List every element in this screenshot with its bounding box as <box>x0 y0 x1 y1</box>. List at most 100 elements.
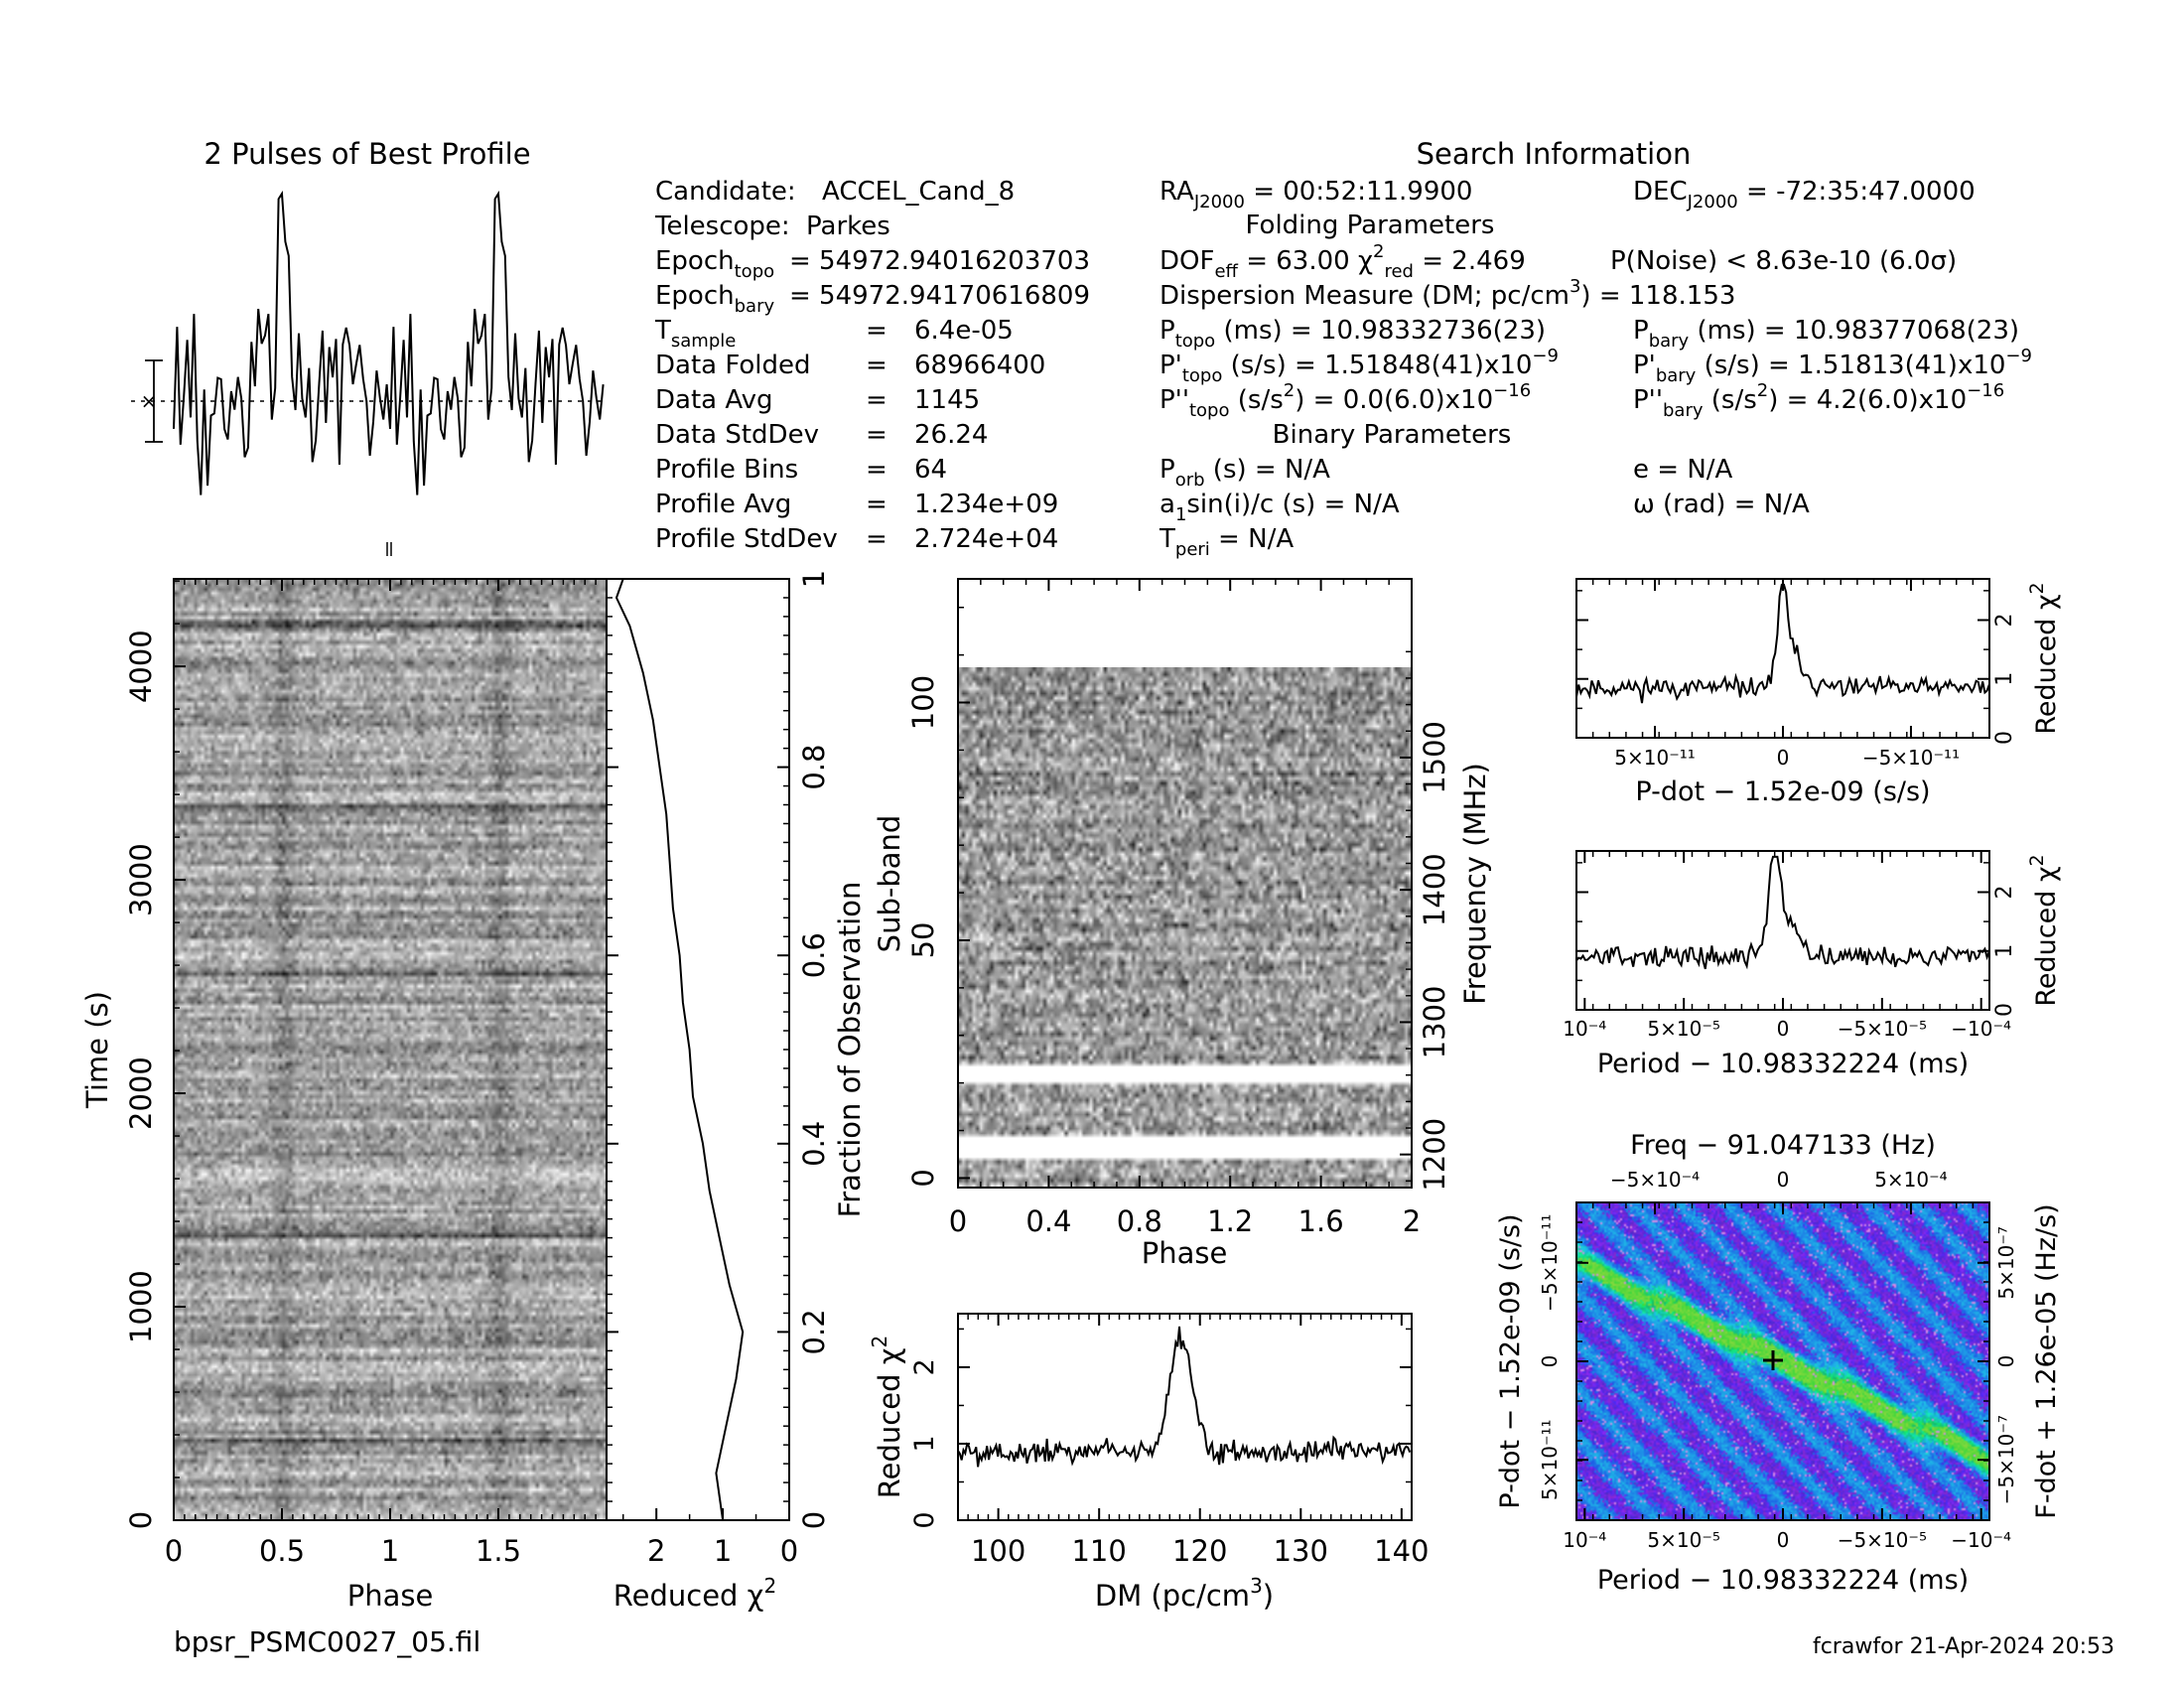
side-xtick: −10⁻⁴ <box>1951 1017 2011 1041</box>
p-pdot-plane-plot <box>1575 1201 1990 1521</box>
candidate-field-label: Profile Avg <box>655 490 791 519</box>
chi2-fraction-xlabel: Reduced χ2 <box>614 1574 776 1613</box>
timephase-xtick: 0.5 <box>259 1534 305 1568</box>
ppdot-top-label: Freq − 91.047133 (Hz) <box>1630 1130 1936 1161</box>
timephase-ytick: 0 <box>124 1511 158 1529</box>
candidate-field-value: 26.24 <box>914 420 988 450</box>
frequency-ytick: 1500 <box>1418 721 1451 794</box>
candidate-field-label: Epochtopo <box>655 246 774 282</box>
candidate-field-eq: = <box>866 455 887 485</box>
p-topo-line: Ptopo (ms) = 10.98332736(23) <box>1160 316 1546 352</box>
ppdot-y2tick: 5×10⁻⁷ <box>1994 1226 2018 1300</box>
chi2-fraction-ytick: 0.2 <box>797 1309 831 1354</box>
candidate-field-label: Profile Bins <box>655 455 798 485</box>
dm-chi2-trace <box>957 1326 1412 1468</box>
candidate-field-label: Data StdDev <box>655 420 819 450</box>
candidate-field-value: = 54972.94016203703 <box>789 246 1090 276</box>
ppdot-x2tick: −5×10⁻⁴ <box>1610 1168 1700 1192</box>
folding-params-title: Folding Parameters <box>1246 211 1495 240</box>
side-xtick: 5×10⁻¹¹ <box>1614 746 1696 770</box>
candidate-field-eq: = <box>866 385 887 415</box>
timephase-ytick: 3000 <box>124 843 158 916</box>
side-xtick: −5×10⁻⁵ <box>1838 1017 1927 1041</box>
pdot-chi2-plot <box>1575 578 1990 739</box>
profile-title: 2 Pulses of Best Profile <box>204 137 530 171</box>
ra-value: 00:52:11.9900 <box>1283 177 1472 207</box>
time-phase-image <box>174 579 607 1520</box>
candidate-field-eq: = <box>866 524 887 554</box>
candidate-field-value: 1145 <box>914 385 980 415</box>
tperi-line: Tperi = N/A <box>1159 524 1294 560</box>
chi2-fraction-xtick: 0 <box>780 1534 798 1568</box>
dm-chi2-plot <box>957 1313 1413 1521</box>
candidate-field-value: Parkes <box>806 211 890 241</box>
chi2-fraction-ylabel: Fraction of Observation <box>833 882 867 1218</box>
side-ytick: 1 <box>1992 672 2017 686</box>
filename-label: bpsr_PSMC0027_05.fil <box>174 1625 480 1658</box>
ecc-line: e = N/A <box>1633 455 1733 485</box>
timephase-ylabel: Time (s) <box>80 991 114 1109</box>
candidate-field-label: Tsample <box>654 316 736 352</box>
dm-ylabel: Reduced χ2 <box>868 1336 906 1498</box>
user-timestamp: fcrawfor 21-Apr-2024 20:53 <box>1813 1634 2115 1659</box>
chi2-vs-fraction-plot <box>606 578 790 1521</box>
chi2-fraction-trace <box>614 578 745 1521</box>
chi2-fraction-ytick: 0 <box>797 1511 831 1529</box>
dm-frame <box>957 1313 1413 1521</box>
timephase-ytick: 4000 <box>124 630 158 703</box>
candidate-field-value: 64 <box>914 455 947 485</box>
subband-xtick: 1.6 <box>1298 1204 1344 1238</box>
candidate-field-label: Epochbary <box>655 281 774 317</box>
subband-plot <box>957 578 1413 1189</box>
subband-xtick: 2 <box>1403 1204 1421 1238</box>
candidate-field-label: Telescope: <box>654 211 790 241</box>
ppdot-ytick: −5×10⁻¹¹ <box>1538 1214 1562 1312</box>
ppdot-xtick: 0 <box>1777 1528 1790 1552</box>
p-bary-line: Pbary (ms) = 10.98377068(23) <box>1633 316 2019 352</box>
subband-xtick: 0.8 <box>1117 1204 1162 1238</box>
ppdot-xtick: 10⁻⁴ <box>1563 1528 1606 1552</box>
pdot-ylabel: Reduced χ2 <box>2026 582 2062 734</box>
candidate-field-value: = 54972.94170616809 <box>789 281 1090 311</box>
chi2-fraction-xtick: 1 <box>714 1534 732 1568</box>
dm-ytick: 0 <box>909 1511 940 1528</box>
frequency-ylabel: Frequency (MHz) <box>1458 763 1492 1005</box>
subband-image <box>958 667 1412 1188</box>
chi2-fraction-xtick: 2 <box>647 1534 665 1568</box>
time-phase-plot <box>173 578 608 1521</box>
period-ylabel: Reduced χ2 <box>2026 854 2062 1006</box>
pddot-bary-line: P''bary (s/s2) = 4.2(6.0)x10−16 <box>1633 380 2004 421</box>
side-xtick: −5×10⁻¹¹ <box>1862 746 1960 770</box>
side-ytick: 2 <box>1992 885 2017 899</box>
ppdot-xtick: 5×10⁻⁵ <box>1647 1528 1720 1552</box>
pdot-frame <box>1575 578 1990 739</box>
dm-xtick: 110 <box>1071 1534 1126 1568</box>
dm-xtick: 140 <box>1374 1534 1429 1568</box>
subband-xtick: 0 <box>949 1204 967 1238</box>
timephase-ytick: 2000 <box>124 1056 158 1130</box>
candidate-field-eq: = <box>866 351 887 380</box>
dm-xlabel: DM (pc/cm3) <box>1095 1574 1274 1613</box>
pdot-xlabel: P-dot − 1.52e-09 (s/s) <box>1635 776 1930 807</box>
subband-xtick: 0.4 <box>1025 1204 1071 1238</box>
candidate-field-value: 2.724e+04 <box>914 524 1058 554</box>
best-fit-marker <box>1763 1350 1783 1370</box>
period-xlabel: Period − 10.98332224 (ms) <box>1597 1049 1969 1079</box>
ppdot-y2label: F-dot + 1.26e-05 (Hz/s) <box>2031 1203 2062 1518</box>
ppdot-y2tick: −5×10⁻⁷ <box>1994 1415 2018 1504</box>
candidate-field-label: Candidate: <box>655 177 796 207</box>
candidate-field-label: Data Avg <box>655 385 773 415</box>
chi2-fraction-ytick: 0.8 <box>797 745 831 790</box>
subband-ytick: 0 <box>906 1169 940 1187</box>
pddot-topo-line: P''topo (s/s2) = 0.0(6.0)x10−16 <box>1160 380 1531 421</box>
timephase-xlabel: Phase <box>347 1579 434 1613</box>
timephase-xtick: 0 <box>165 1534 183 1568</box>
ppdot-xlabel: Period − 10.98332224 (ms) <box>1597 1565 1969 1596</box>
dm-ytick: 2 <box>909 1358 940 1375</box>
chi2-fraction-ytick: 1 <box>797 570 831 588</box>
chi2-trace <box>1575 583 1990 704</box>
chi2-trace <box>1575 855 1990 970</box>
period-frame <box>1575 850 1990 1011</box>
side-xtick: 10⁻⁴ <box>1563 1017 1606 1041</box>
